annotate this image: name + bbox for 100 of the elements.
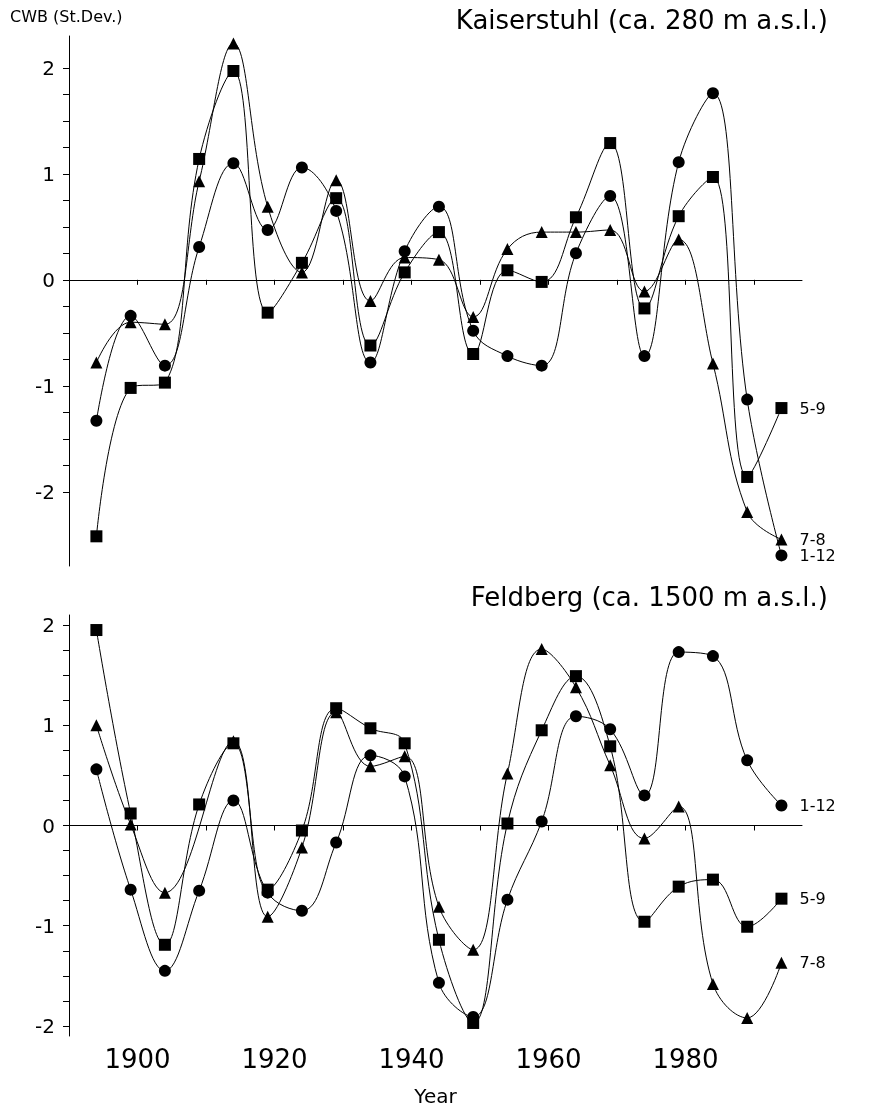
- y-tick-label: -1: [35, 373, 55, 398]
- point: [706, 87, 719, 100]
- y-tick-label: 1: [42, 713, 55, 738]
- y-tick-label: 2: [42, 55, 55, 80]
- point: [467, 310, 480, 323]
- point: [501, 350, 514, 363]
- point: [124, 381, 137, 394]
- x-tick-label: 1920: [241, 1044, 308, 1074]
- point: [227, 64, 240, 77]
- point: [706, 873, 719, 886]
- point: [638, 302, 651, 315]
- point: [295, 824, 308, 837]
- point: [124, 807, 137, 820]
- chart-title: Kaiserstuhl (ca. 280 m a.s.l.): [455, 5, 829, 35]
- point: [432, 933, 445, 946]
- point: [535, 226, 548, 239]
- point: [261, 200, 274, 213]
- point: [432, 900, 445, 913]
- point: [330, 836, 343, 849]
- point: [535, 724, 548, 737]
- point: [638, 350, 651, 363]
- point: [604, 190, 617, 203]
- point: [90, 719, 103, 732]
- point: [261, 223, 274, 236]
- point: [672, 156, 685, 169]
- series-label: 1-12: [799, 795, 836, 815]
- point: [432, 253, 445, 266]
- point: [706, 650, 719, 663]
- point: [467, 943, 480, 956]
- point: [535, 643, 548, 656]
- point: [330, 204, 343, 217]
- point: [706, 170, 719, 183]
- point: [638, 832, 651, 845]
- point: [158, 964, 171, 977]
- series-label: 7-8: [799, 530, 826, 549]
- point: [90, 414, 103, 427]
- point: [295, 904, 308, 917]
- point: [90, 530, 103, 543]
- point: [295, 161, 308, 174]
- point: [638, 789, 651, 802]
- point: [535, 275, 548, 288]
- y-axis-title: CWB (St.Dev.): [10, 6, 123, 26]
- point: [638, 285, 651, 298]
- point: [90, 624, 103, 637]
- point: [501, 264, 514, 277]
- point: [330, 174, 343, 187]
- point: [535, 815, 548, 828]
- point: [569, 681, 582, 694]
- y-tick-label: 1: [42, 161, 55, 186]
- y-tick-label: 0: [42, 267, 55, 292]
- point: [638, 915, 651, 928]
- point: [604, 759, 617, 772]
- point: [158, 886, 171, 899]
- point: [158, 938, 171, 951]
- point: [364, 749, 377, 762]
- point: [604, 740, 617, 753]
- series-label: 7-8: [799, 953, 826, 973]
- point: [398, 737, 411, 750]
- point: [90, 763, 103, 776]
- y-tick-label: -1: [35, 913, 55, 938]
- point: [501, 243, 514, 256]
- point: [672, 880, 685, 893]
- point: [467, 324, 480, 337]
- point: [569, 670, 582, 683]
- point: [775, 402, 788, 415]
- point: [398, 266, 411, 279]
- point: [604, 137, 617, 150]
- point: [432, 976, 445, 989]
- y-tick-label: 2: [42, 613, 55, 638]
- point: [90, 356, 103, 369]
- point: [227, 157, 240, 170]
- point: [364, 295, 377, 307]
- point: [227, 794, 240, 807]
- chart-title: Feldberg (ca. 1500 m a.s.l.): [470, 582, 829, 612]
- point: [501, 767, 514, 780]
- point: [672, 800, 685, 813]
- series-label: 5-9: [799, 398, 826, 418]
- point: [158, 376, 171, 389]
- point: [193, 240, 206, 253]
- point: [741, 754, 754, 767]
- point: [775, 533, 788, 546]
- point: [604, 223, 617, 236]
- point: [672, 210, 685, 223]
- point: [467, 1016, 480, 1029]
- point: [364, 722, 377, 735]
- y-tick-label: 0: [42, 813, 55, 838]
- point: [501, 817, 514, 830]
- point: [295, 841, 308, 854]
- y-tick-label: -2: [35, 1013, 55, 1038]
- point: [158, 359, 171, 372]
- point: [569, 226, 582, 239]
- point: [364, 356, 377, 369]
- point: [467, 348, 480, 360]
- x-tick-label: 1940: [378, 1044, 445, 1074]
- point: [295, 256, 308, 269]
- point: [775, 892, 788, 905]
- x-tick-label: 1980: [652, 1044, 719, 1074]
- point: [501, 893, 514, 906]
- point: [706, 357, 719, 370]
- point: [398, 770, 411, 783]
